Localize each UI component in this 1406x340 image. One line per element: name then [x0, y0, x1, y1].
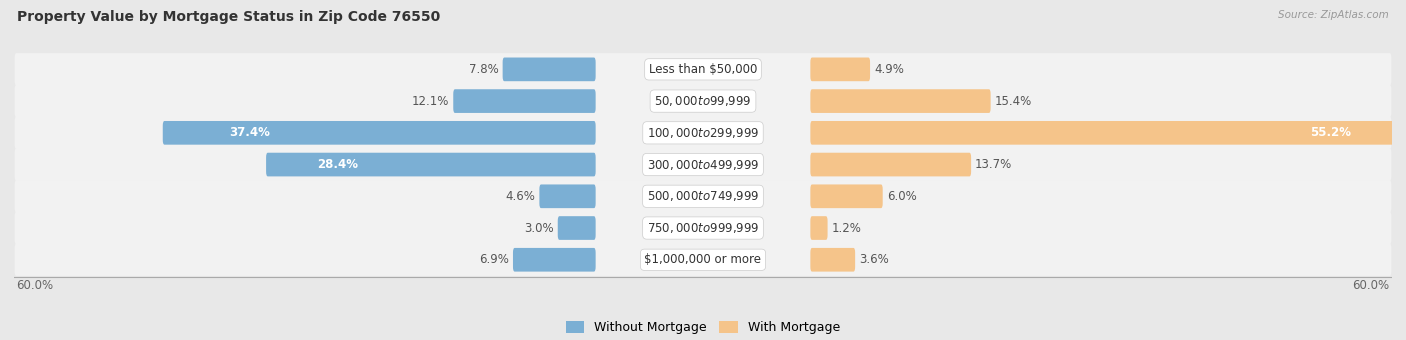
- Text: Less than $50,000: Less than $50,000: [648, 63, 758, 76]
- Text: $500,000 to $749,999: $500,000 to $749,999: [647, 189, 759, 203]
- Text: 55.2%: 55.2%: [1310, 126, 1351, 139]
- Text: 6.0%: 6.0%: [887, 190, 917, 203]
- Text: $750,000 to $999,999: $750,000 to $999,999: [647, 221, 759, 235]
- Text: 6.9%: 6.9%: [479, 253, 509, 266]
- FancyBboxPatch shape: [558, 216, 596, 240]
- Text: 4.9%: 4.9%: [875, 63, 904, 76]
- Text: 1.2%: 1.2%: [831, 222, 862, 235]
- FancyBboxPatch shape: [14, 243, 1392, 276]
- Text: 28.4%: 28.4%: [316, 158, 357, 171]
- Text: $100,000 to $299,999: $100,000 to $299,999: [647, 126, 759, 140]
- FancyBboxPatch shape: [14, 85, 1392, 117]
- FancyBboxPatch shape: [14, 148, 1392, 181]
- Text: 12.1%: 12.1%: [412, 95, 450, 107]
- FancyBboxPatch shape: [163, 121, 596, 144]
- Text: Source: ZipAtlas.com: Source: ZipAtlas.com: [1278, 10, 1389, 20]
- FancyBboxPatch shape: [14, 180, 1392, 212]
- Text: 60.0%: 60.0%: [17, 279, 53, 292]
- FancyBboxPatch shape: [810, 248, 855, 272]
- Text: 60.0%: 60.0%: [1353, 279, 1389, 292]
- Text: 37.4%: 37.4%: [229, 126, 270, 139]
- FancyBboxPatch shape: [810, 216, 828, 240]
- Text: $50,000 to $99,999: $50,000 to $99,999: [654, 94, 752, 108]
- FancyBboxPatch shape: [810, 89, 991, 113]
- FancyBboxPatch shape: [810, 57, 870, 81]
- Text: $1,000,000 or more: $1,000,000 or more: [644, 253, 762, 266]
- FancyBboxPatch shape: [266, 153, 596, 176]
- FancyBboxPatch shape: [810, 121, 1406, 144]
- Text: 3.0%: 3.0%: [524, 222, 554, 235]
- Text: $300,000 to $499,999: $300,000 to $499,999: [647, 157, 759, 172]
- Text: 3.6%: 3.6%: [859, 253, 889, 266]
- FancyBboxPatch shape: [453, 89, 596, 113]
- FancyBboxPatch shape: [540, 185, 596, 208]
- FancyBboxPatch shape: [810, 185, 883, 208]
- Legend: Without Mortgage, With Mortgage: Without Mortgage, With Mortgage: [561, 316, 845, 339]
- FancyBboxPatch shape: [513, 248, 596, 272]
- FancyBboxPatch shape: [14, 117, 1392, 149]
- FancyBboxPatch shape: [14, 53, 1392, 86]
- Text: Property Value by Mortgage Status in Zip Code 76550: Property Value by Mortgage Status in Zip…: [17, 10, 440, 24]
- FancyBboxPatch shape: [14, 212, 1392, 244]
- FancyBboxPatch shape: [810, 153, 972, 176]
- Text: 7.8%: 7.8%: [468, 63, 499, 76]
- Text: 4.6%: 4.6%: [506, 190, 536, 203]
- Text: 13.7%: 13.7%: [976, 158, 1012, 171]
- Text: 15.4%: 15.4%: [994, 95, 1032, 107]
- FancyBboxPatch shape: [502, 57, 596, 81]
